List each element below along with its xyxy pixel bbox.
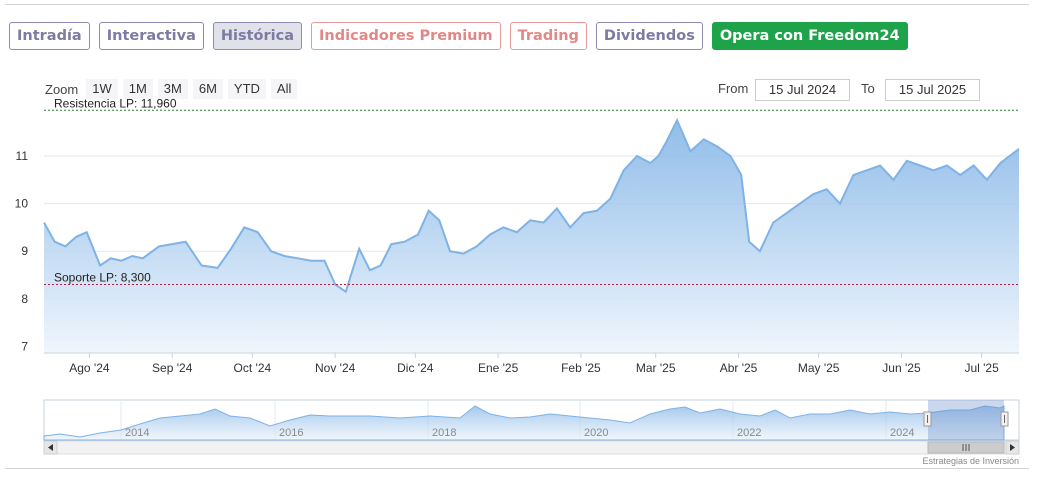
resistance-label: Resistencia LP: 11,960: [54, 96, 177, 110]
chart-tabs: Intradía Interactiva Histórica Indicador…: [9, 22, 908, 50]
x-tick-label: Dic '24: [397, 361, 434, 375]
navigator-year-2020: 2020: [584, 427, 608, 439]
tab-historica[interactable]: Histórica: [212, 22, 303, 50]
top-divider: [5, 4, 1029, 5]
bottom-divider: [5, 468, 1029, 469]
zoom-1m-button[interactable]: 1M: [122, 79, 153, 99]
navigator-series: [43, 405, 1005, 441]
navigator-year-2016: 2016: [279, 427, 303, 439]
tab-interactiva[interactable]: Interactiva: [98, 22, 204, 50]
reference-lines: Resistencia LP: 11,960 Soporte LP: 8,300: [44, 96, 1019, 286]
from-label: From: [718, 81, 749, 96]
zoom-6m-button[interactable]: 6M: [192, 79, 223, 99]
scrollbar[interactable]: [43, 440, 1020, 455]
x-tick-label: Sep '24: [152, 361, 193, 375]
zoom-all-button[interactable]: All: [270, 79, 298, 99]
x-tick-label: Jun '25: [882, 361, 921, 375]
zoom-ytd-button[interactable]: YTD: [227, 79, 266, 99]
navigator-year-2018: 2018: [432, 427, 456, 439]
y-tick-label: 11: [16, 149, 29, 163]
price-line: [43, 117, 1020, 294]
tab-trading[interactable]: Trading: [509, 22, 587, 50]
zoom-1w-button[interactable]: 1W: [86, 79, 118, 99]
x-tick-label: Jul '25: [964, 361, 999, 375]
x-tick-label: Mar '25: [636, 361, 676, 375]
scroll-right-arrow-icon: [1010, 444, 1015, 451]
tab-indicadores-premium[interactable]: Indicadores Premium: [311, 22, 501, 50]
x-tick-label: Oct '24: [234, 361, 272, 375]
tab-dividendos[interactable]: Dividendos: [595, 22, 703, 50]
x-axis: Ago '24 Sep '24 Oct '24 Nov '24 Dic '24 Ene '…: [69, 353, 999, 375]
zoom-selector: Zoom 1W 1M 3M 6M YTD All: [45, 79, 302, 99]
scrollbar-track[interactable]: [43, 440, 1020, 455]
to-date-input[interactable]: 15 Jul 2025: [885, 79, 980, 101]
support-label: Soporte LP: 8,300: [54, 271, 151, 285]
y-tick-label: 10: [15, 197, 29, 211]
y-tick-label: 8: [21, 292, 28, 306]
zoom-label: Zoom: [45, 81, 79, 97]
tab-intradia[interactable]: Intradía: [9, 22, 90, 50]
price-area: [44, 120, 1019, 353]
y-axis: 7 8 9 10 11: [15, 149, 29, 353]
x-tick-label: Ene '25: [478, 361, 519, 375]
chart-credit[interactable]: Estrategias de Inversión: [922, 456, 1019, 466]
navigator[interactable]: 2014 2016 2018 2020 2022 2024: [43, 399, 1020, 441]
x-tick-label: May '25: [798, 361, 840, 375]
x-tick-label: Nov '24: [315, 361, 356, 375]
x-tick-label: Feb '25: [561, 361, 601, 375]
navigator-year-2024: 2024: [890, 427, 914, 439]
from-date-input[interactable]: 15 Jul 2024: [755, 79, 850, 101]
navigator-year-2014: 2014: [125, 427, 149, 439]
navigator-year-2022: 2022: [737, 427, 761, 439]
y-tick-label: 7: [21, 339, 28, 353]
x-tick-label: Ago '24: [69, 361, 110, 375]
navigator-selected-range[interactable]: [928, 400, 1004, 440]
y-tick-label: 9: [21, 244, 28, 258]
zoom-3m-button[interactable]: 3M: [157, 79, 188, 99]
tab-opera-freedom24[interactable]: Opera con Freedom24: [711, 22, 908, 50]
x-tick-label: Abr '25: [720, 361, 758, 375]
to-label: To: [861, 81, 875, 96]
scroll-left-arrow-icon: [48, 444, 53, 451]
